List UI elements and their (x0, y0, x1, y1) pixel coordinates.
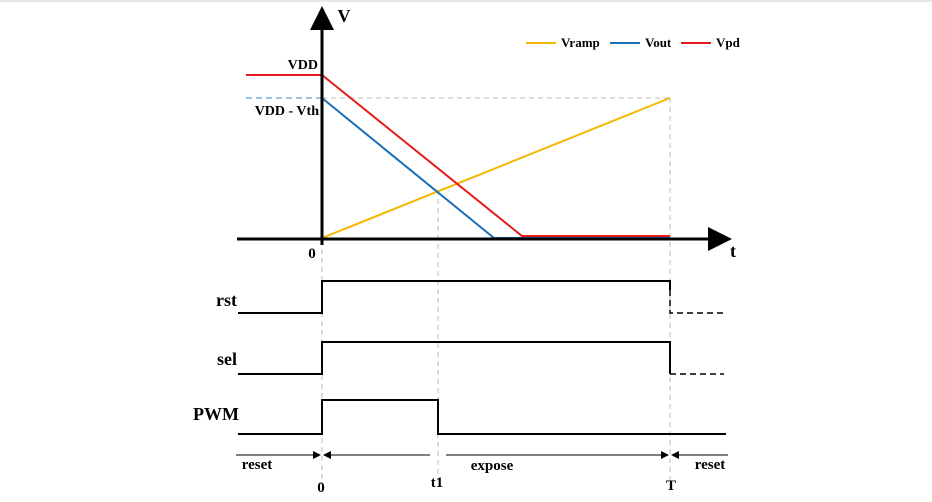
sel-waveform (238, 341, 671, 375)
vramp-line (321, 97, 671, 239)
time-mark-t1: t1 (431, 475, 444, 491)
vpd-line (246, 74, 670, 237)
vdd-vth-label: VDD - Vth (255, 104, 320, 119)
pwm-waveform (238, 399, 726, 435)
guide-lines (321, 97, 671, 480)
legend: Vramp Vout Vpd (526, 35, 741, 50)
legend-vout-label: Vout (645, 35, 672, 50)
vdd-label: VDD (288, 58, 318, 73)
sel-signal: sel (217, 341, 724, 375)
legend-vramp-label: Vramp (561, 35, 600, 50)
phase-expose: expose (471, 458, 514, 474)
pwm-label: PWM (193, 404, 239, 424)
origin-label: 0 (308, 246, 316, 262)
rst-label: rst (216, 290, 237, 310)
sel-label: sel (217, 349, 237, 369)
rst-waveform (238, 280, 671, 314)
legend-vpd-label: Vpd (716, 35, 741, 50)
phase-reset-right: reset (695, 457, 726, 473)
rst-waveform-future (669, 290, 724, 314)
time-mark-zero: 0 (317, 480, 325, 496)
v-axis-label: V (338, 6, 351, 26)
pwm-signal: PWM (193, 399, 726, 435)
time-mark-T: T (666, 478, 676, 494)
phase-reset-left: reset (242, 457, 273, 473)
t-axis-label: t (730, 241, 736, 261)
rst-signal: rst (216, 280, 724, 314)
